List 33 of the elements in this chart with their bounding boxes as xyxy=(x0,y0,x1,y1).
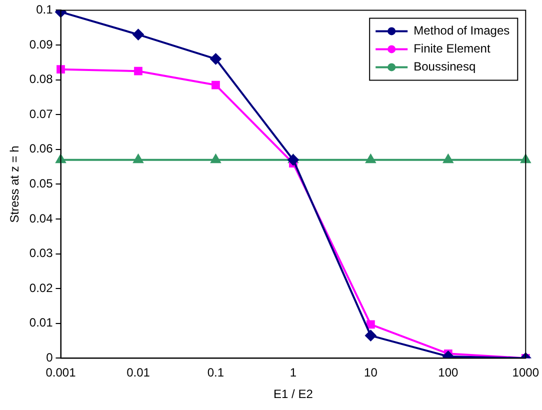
point xyxy=(134,66,142,76)
y-tick-label: 0.08 xyxy=(29,72,54,86)
x-tick-label: 0.1 xyxy=(207,366,224,380)
point xyxy=(212,80,220,90)
y-tick-label: 0.09 xyxy=(29,37,54,52)
x-tick-label: 1 xyxy=(290,366,297,380)
y-tick-label: 0.07 xyxy=(29,106,54,121)
point xyxy=(443,154,454,164)
y-axis-title: Stress at z = h xyxy=(8,146,22,223)
y-tick-label: 0 xyxy=(46,350,54,365)
point xyxy=(210,53,222,64)
x-tick-label: 10 xyxy=(364,366,378,380)
legend-label: Method of Images xyxy=(414,24,510,38)
y-tick-label: 0.1 xyxy=(36,2,54,17)
y-tick-label: 0.02 xyxy=(29,280,54,295)
point xyxy=(210,154,221,164)
x-tick-label: 100 xyxy=(438,366,458,380)
x-tick-label: 0.01 xyxy=(126,366,150,380)
x-tick-label: 1000 xyxy=(512,366,540,380)
x-tick-label: 0.001 xyxy=(46,366,76,380)
point xyxy=(366,154,376,164)
legend-label: Boussinesq xyxy=(414,60,476,74)
legend-label: Finite Element xyxy=(414,42,491,56)
x-axis-title: E1 / E2 xyxy=(274,387,314,402)
y-tick-label: 0.04 xyxy=(29,211,54,226)
point xyxy=(133,154,144,164)
point xyxy=(56,65,65,74)
point xyxy=(520,154,531,164)
y-tick-label: 0.03 xyxy=(29,246,54,260)
y-tick-label: 0.01 xyxy=(29,316,54,330)
point xyxy=(132,29,144,40)
y-tick-label: 0.06 xyxy=(29,142,54,156)
y-tick-label: 0.05 xyxy=(29,176,54,191)
